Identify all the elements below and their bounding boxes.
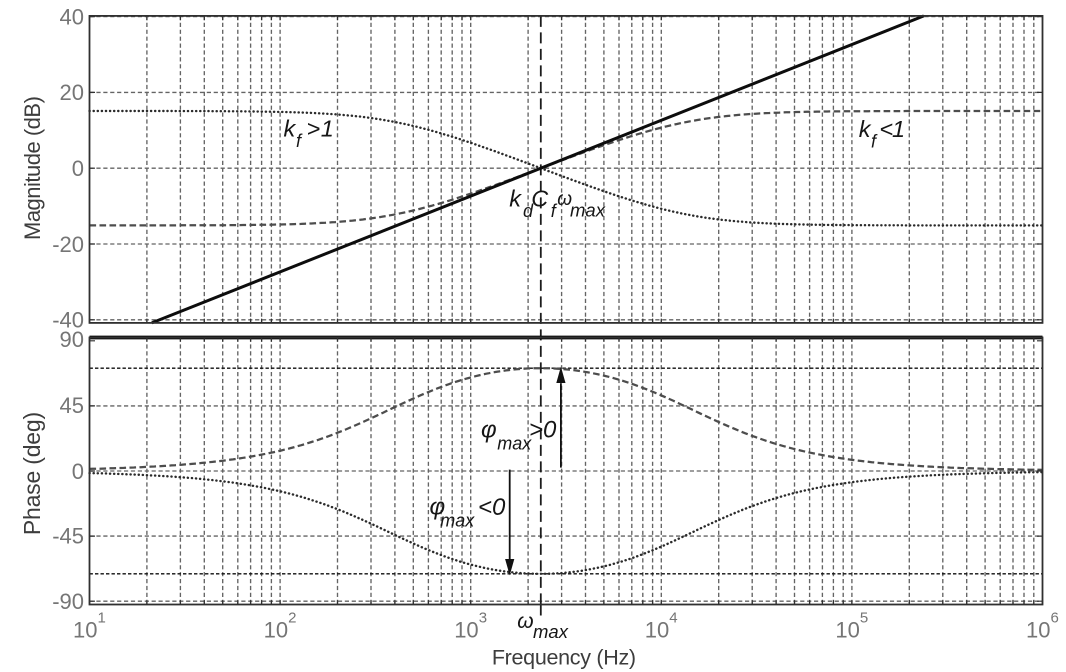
svg-text:k: k bbox=[284, 115, 297, 141]
svg-text:6: 6 bbox=[1051, 610, 1059, 627]
svg-text:10: 10 bbox=[73, 618, 97, 643]
svg-text:Phase (deg): Phase (deg) bbox=[19, 412, 45, 535]
svg-text:10: 10 bbox=[264, 618, 288, 643]
svg-text:10: 10 bbox=[454, 618, 478, 643]
svg-text:1: 1 bbox=[892, 116, 905, 142]
svg-text:Magnitude (dB): Magnitude (dB) bbox=[20, 97, 45, 240]
svg-text:10: 10 bbox=[1026, 618, 1050, 643]
svg-text:max: max bbox=[497, 434, 532, 454]
svg-text:φ: φ bbox=[430, 494, 446, 521]
svg-text:0: 0 bbox=[72, 156, 84, 181]
svg-text:-40: -40 bbox=[52, 308, 84, 333]
svg-text:5: 5 bbox=[860, 610, 868, 627]
svg-text:ω: ω bbox=[557, 189, 572, 210]
svg-text:<: < bbox=[879, 116, 893, 142]
svg-text:ω: ω bbox=[517, 610, 533, 633]
svg-text:f: f bbox=[296, 131, 303, 151]
svg-text:90: 90 bbox=[60, 327, 84, 352]
svg-text:k: k bbox=[859, 116, 872, 142]
svg-text:1: 1 bbox=[98, 610, 106, 627]
svg-text:4: 4 bbox=[669, 610, 677, 627]
svg-text:φ: φ bbox=[481, 417, 497, 444]
svg-text:10: 10 bbox=[835, 618, 859, 643]
svg-text:20: 20 bbox=[60, 80, 84, 105]
svg-text:40: 40 bbox=[60, 4, 84, 29]
svg-text:-90: -90 bbox=[52, 589, 84, 614]
svg-text:0: 0 bbox=[72, 459, 84, 484]
svg-text:max: max bbox=[440, 511, 475, 531]
svg-text:10: 10 bbox=[645, 618, 669, 643]
svg-text:max: max bbox=[533, 621, 569, 642]
svg-text:-20: -20 bbox=[52, 232, 84, 257]
svg-text:f: f bbox=[871, 132, 878, 152]
svg-text:<0: <0 bbox=[478, 494, 506, 521]
svg-text:Frequency (Hz): Frequency (Hz) bbox=[492, 646, 636, 670]
svg-text:C: C bbox=[531, 185, 549, 211]
svg-text:1: 1 bbox=[321, 115, 334, 141]
svg-text:2: 2 bbox=[288, 610, 296, 627]
svg-text:-45: -45 bbox=[52, 524, 84, 549]
svg-text:>: > bbox=[307, 115, 321, 141]
svg-text:d: d bbox=[523, 201, 534, 221]
svg-text:max: max bbox=[570, 199, 606, 220]
svg-text:3: 3 bbox=[479, 610, 487, 627]
svg-text:f: f bbox=[551, 201, 558, 221]
svg-text:>0: >0 bbox=[529, 417, 557, 444]
svg-text:45: 45 bbox=[60, 393, 84, 418]
svg-text:k: k bbox=[509, 185, 522, 211]
